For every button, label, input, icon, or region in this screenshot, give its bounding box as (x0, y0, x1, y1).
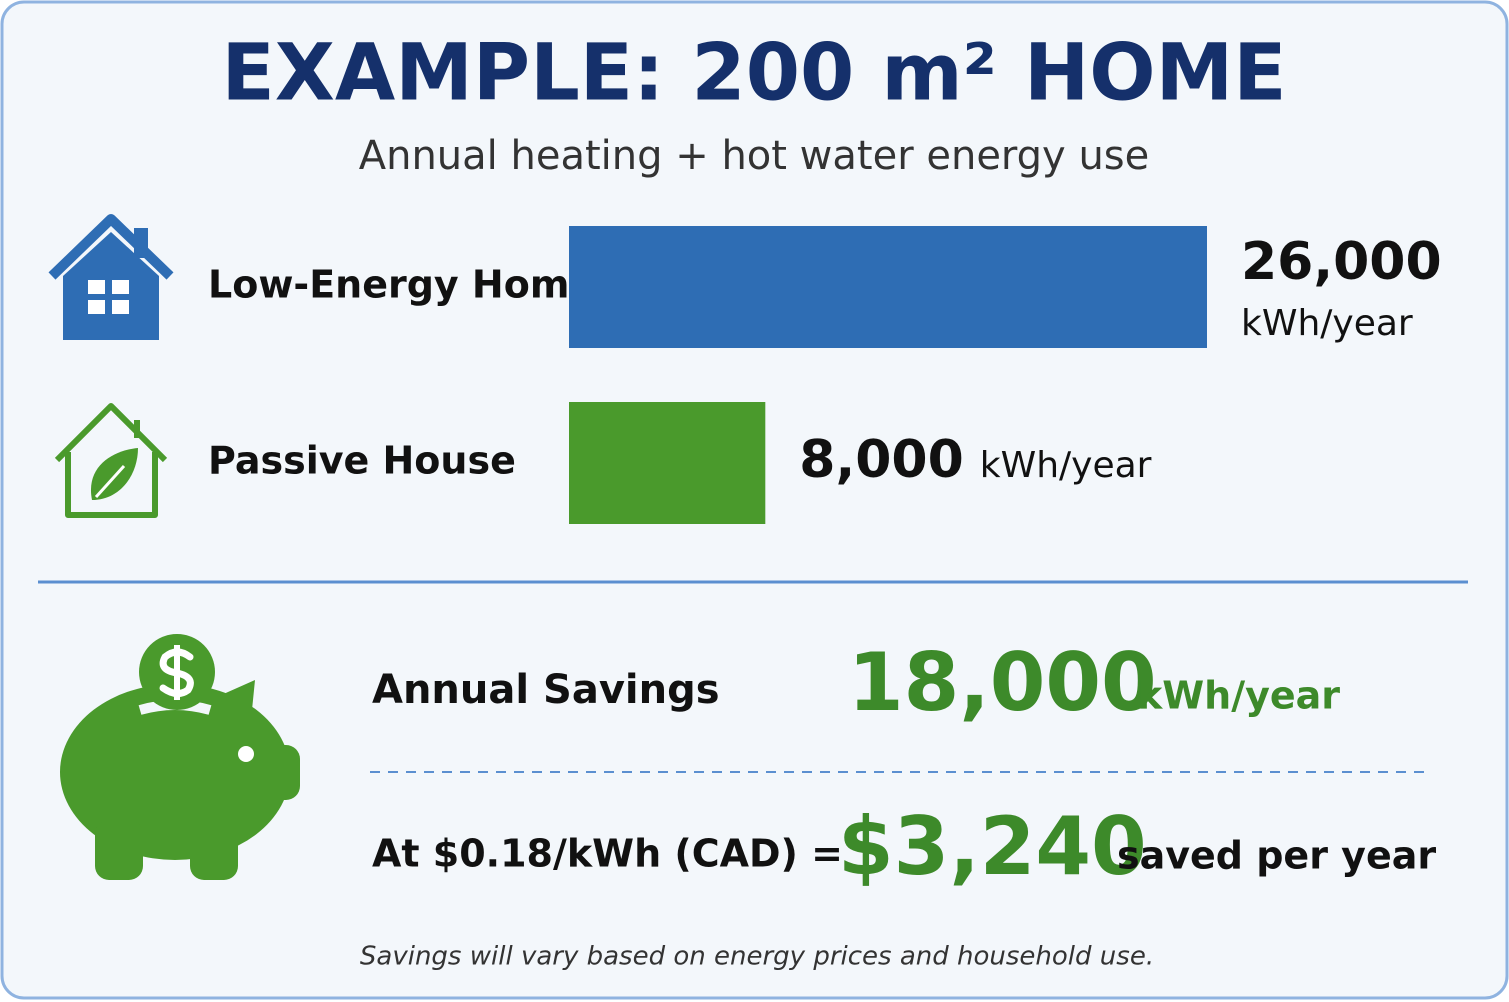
value-unit: kWh/year (1241, 303, 1413, 344)
cost-value: $3,240 (838, 800, 1147, 893)
chart-subtitle: Annual heating + hot water energy use (359, 133, 1150, 179)
value-label: 26,000 (1241, 232, 1442, 292)
cost-label: At $0.18/kWh (CAD) = (372, 832, 843, 876)
savings-unit: kWh/year (1137, 674, 1340, 718)
eco-house-icon (54, 403, 168, 518)
house-icon (48, 214, 174, 340)
cost-unit: saved per year (1117, 834, 1436, 878)
category-label: Low-Energy Home (208, 263, 595, 307)
savings-label: Annual Savings (372, 667, 720, 713)
value-label: 8,000 (799, 430, 963, 490)
bar (569, 226, 1207, 348)
bar (569, 402, 766, 524)
chart-title: EXAMPLE: 200 m² HOME (222, 28, 1287, 118)
value-unit: kWh/year (980, 445, 1152, 486)
category-label: Passive House (208, 439, 516, 483)
savings-value: 18,000 (848, 636, 1157, 729)
piggy-bank-icon (60, 634, 300, 880)
footnote: Savings will vary based on energy prices… (360, 942, 1154, 972)
